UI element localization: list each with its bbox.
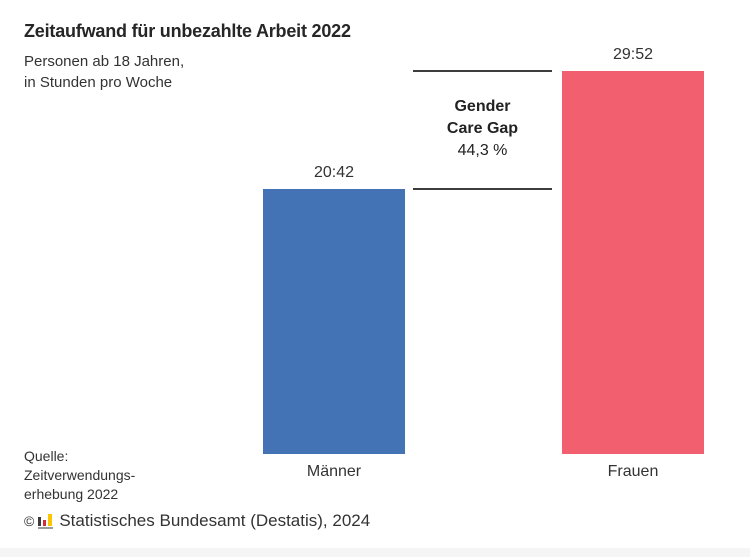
bar-value-maenner: 20:42 bbox=[313, 164, 355, 181]
gap-line-bottom bbox=[413, 188, 552, 190]
source-note: Quelle: Zeitverwendungs- erhebung 2022 bbox=[24, 447, 135, 504]
gap-annotation-value: 44,3 % bbox=[457, 142, 508, 159]
gap-annotation-line2: Care Gap bbox=[446, 120, 519, 137]
bar-group-frauen: 29:52 Frauen bbox=[562, 45, 704, 480]
bar-frauen bbox=[562, 71, 704, 454]
chart-subtitle: Personen ab 18 Jahren, in Stunden pro Wo… bbox=[24, 51, 184, 93]
bar-category-frauen: Frauen bbox=[607, 463, 659, 480]
gap-annotation-line1: Gender bbox=[454, 98, 511, 115]
chart-title: Zeitaufwand für unbezahlte Arbeit 2022 bbox=[24, 21, 351, 41]
bar-maenner bbox=[263, 189, 405, 454]
destatis-barchart-icon bbox=[38, 513, 54, 529]
copyright-symbol: © bbox=[24, 513, 35, 529]
chart-subtitle-line2: in Stunden pro Woche bbox=[24, 74, 173, 91]
source-line2: Zeitverwendungs- bbox=[24, 467, 136, 483]
bar-group-maenner: 20:42 Männer bbox=[263, 163, 405, 480]
footer-strip bbox=[0, 548, 750, 557]
source-line3: erhebung 2022 bbox=[24, 486, 119, 502]
footer-text: Statistisches Bundesamt (Destatis), 2024 bbox=[59, 511, 371, 530]
chart-subtitle-line1: Personen ab 18 Jahren, bbox=[24, 53, 185, 70]
bar-category-maenner: Männer bbox=[306, 463, 362, 480]
bar-value-frauen: 29:52 bbox=[612, 46, 654, 63]
gap-annotation: Gender Care Gap 44,3 % bbox=[413, 96, 552, 162]
footer-credit: © Statistisches Bundesamt (Destatis), 20… bbox=[24, 511, 370, 531]
source-line1: Quelle: bbox=[24, 448, 69, 464]
gap-line-top bbox=[413, 70, 552, 72]
